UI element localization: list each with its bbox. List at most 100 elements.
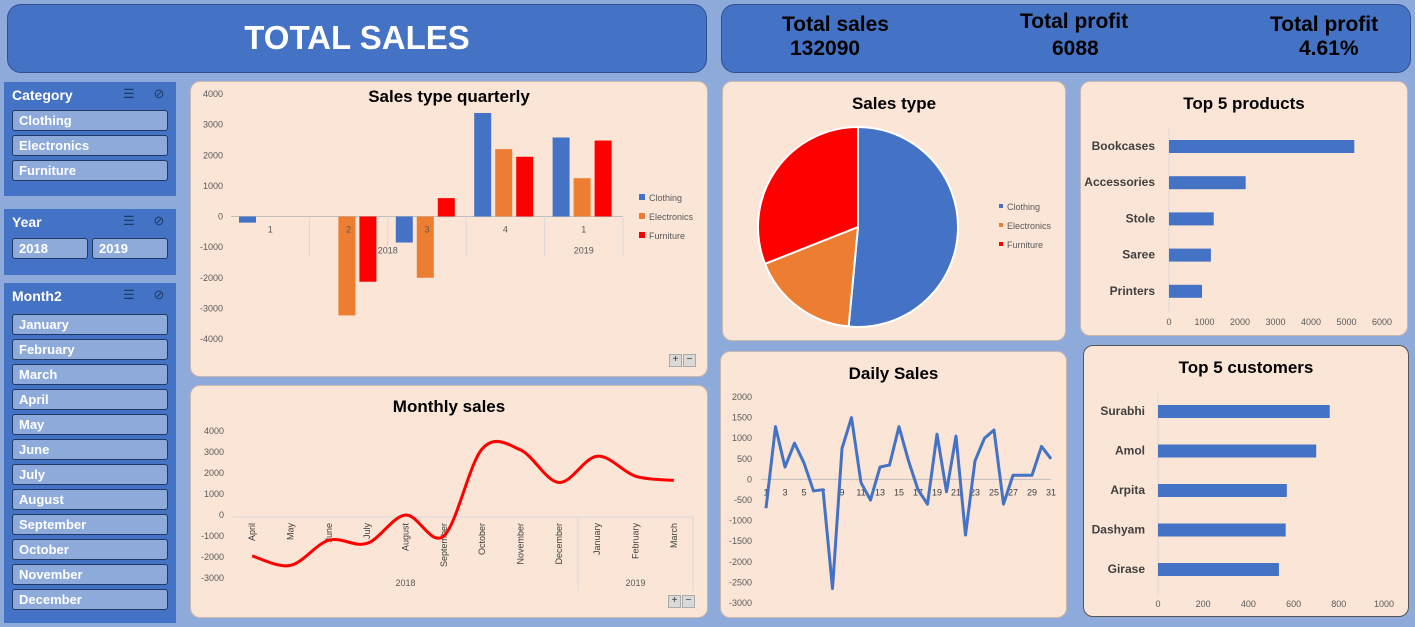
category-item-furniture[interactable]: Furniture bbox=[12, 160, 168, 181]
x-tick-label: 25 bbox=[989, 487, 999, 497]
month-item-march[interactable]: March bbox=[12, 364, 168, 385]
clear-filter-icon[interactable]: ⊘ bbox=[153, 213, 165, 228]
top5-products-panel: Top 5 products Bookcases Accessories Stole… bbox=[1080, 81, 1408, 336]
top5-products-title: Top 5 products bbox=[1183, 94, 1305, 113]
month-item-november[interactable]: November bbox=[12, 564, 168, 585]
bar-bookcases bbox=[1169, 140, 1355, 153]
bar-clothing bbox=[395, 216, 413, 243]
x-tick-label: 1 bbox=[581, 225, 586, 235]
category-label: Arpita bbox=[1110, 483, 1145, 497]
x-tick-label: 19 bbox=[932, 487, 942, 497]
clear-filter-icon[interactable]: ⊘ bbox=[153, 86, 165, 101]
legend-swatch bbox=[639, 232, 645, 238]
x-tick-label: September bbox=[439, 523, 449, 567]
legend-swatch bbox=[999, 223, 1003, 227]
month-slicer: Month2 ☰ ⊘ January February March April May J… bbox=[4, 283, 176, 623]
x-tick-label: 11 bbox=[856, 487, 865, 497]
y-tick-label: 500 bbox=[737, 454, 752, 464]
category-item-clothing[interactable]: Clothing bbox=[12, 110, 168, 131]
bar-electronics bbox=[416, 216, 434, 278]
y-tick-label: -2000 bbox=[201, 552, 224, 562]
x-tick-label: 2000 bbox=[1230, 317, 1250, 327]
x-tick-label: 5000 bbox=[1336, 317, 1356, 327]
collapse-button[interactable]: − bbox=[683, 354, 696, 367]
expand-button[interactable]: + bbox=[668, 595, 681, 608]
top5-customers-chart: Surabhi Amol Arpita Dashyam Girase 0 200 400 600… bbox=[1092, 393, 1394, 609]
y-tick-label: -1000 bbox=[729, 516, 752, 526]
legend-swatch bbox=[639, 213, 645, 219]
bar-arpita bbox=[1158, 484, 1287, 497]
y-tick-label: 3000 bbox=[203, 120, 223, 130]
month-item-february[interactable]: February bbox=[12, 339, 168, 360]
month-item-september[interactable]: September bbox=[12, 514, 168, 535]
month-item-october[interactable]: October bbox=[12, 539, 168, 560]
sales-type-title: Sales type bbox=[851, 94, 937, 113]
year-slicer-title: Year bbox=[12, 214, 42, 230]
month-item-december[interactable]: December bbox=[12, 589, 168, 610]
month-item-august[interactable]: August bbox=[12, 489, 168, 510]
category-item-electronics[interactable]: Electronics bbox=[12, 135, 168, 156]
bar-girase bbox=[1158, 563, 1279, 576]
x-tick-label: October bbox=[477, 523, 487, 555]
category-label: Girase bbox=[1108, 562, 1146, 576]
x-tick-label: 0 bbox=[1166, 317, 1171, 327]
daily-sales-chart: 2000 1500 1000 500 0 -500 -1000 -1500 -2000 -2500… bbox=[729, 392, 1056, 608]
bar-electronics bbox=[573, 178, 591, 217]
bar-furniture bbox=[516, 156, 534, 217]
legend-label: Furniture bbox=[649, 231, 685, 241]
year-item-2018[interactable]: 2018 bbox=[12, 238, 88, 259]
month-item-may[interactable]: May bbox=[12, 414, 168, 435]
x-tick-label: 27 bbox=[1008, 487, 1018, 497]
legend-label: Clothing bbox=[649, 193, 682, 203]
category-label: Accessories bbox=[1084, 175, 1155, 189]
legend-label: Furniture bbox=[1007, 240, 1043, 250]
x-tick-label: 4000 bbox=[1301, 317, 1321, 327]
collapse-button[interactable]: − bbox=[682, 595, 695, 608]
month-item-june[interactable]: June bbox=[12, 439, 168, 460]
y-tick-label: -2000 bbox=[200, 273, 223, 283]
y-tick-label: 2000 bbox=[204, 468, 224, 478]
y-tick-label: -1000 bbox=[200, 242, 223, 252]
legend-label: Electronics bbox=[649, 212, 694, 222]
x-tick-label: 1000 bbox=[1194, 317, 1214, 327]
month-item-april[interactable]: April bbox=[12, 389, 168, 410]
y-tick-label: -3000 bbox=[201, 573, 224, 583]
pie-slice-furniture bbox=[757, 125, 859, 266]
sales-type-panel: Sales type Clothing Electronics Furniture bbox=[722, 81, 1066, 341]
x-tick-label: January bbox=[592, 523, 602, 556]
kpi-total-sales-label: Total sales bbox=[782, 13, 889, 36]
y-tick-label: -2000 bbox=[729, 557, 752, 567]
bar-clothing bbox=[474, 112, 492, 217]
group-label: 2018 bbox=[378, 246, 398, 256]
y-tick-label: -2500 bbox=[729, 577, 752, 587]
y-tick-label: 0 bbox=[218, 212, 223, 222]
y-tick-label: 1500 bbox=[732, 413, 752, 423]
category-label: Printers bbox=[1110, 284, 1156, 298]
multi-select-icon[interactable]: ☰ bbox=[123, 86, 135, 101]
y-tick-label: 2000 bbox=[203, 150, 223, 160]
y-tick-label: -3000 bbox=[729, 598, 752, 608]
monthly-sales-line bbox=[251, 439, 674, 568]
x-tick-label: 6000 bbox=[1372, 317, 1392, 327]
monthly-chart-title: Monthly sales bbox=[392, 397, 506, 416]
multi-select-icon[interactable]: ☰ bbox=[123, 287, 135, 302]
x-tick-label: 3 bbox=[424, 225, 429, 235]
page-title: TOTAL SALES bbox=[244, 19, 470, 56]
month-item-january[interactable]: January bbox=[12, 314, 168, 335]
category-label: Saree bbox=[1122, 248, 1155, 262]
y-tick-label: 2000 bbox=[732, 392, 752, 402]
multi-select-icon[interactable]: ☰ bbox=[123, 213, 135, 228]
quarterly-chart: 4000 3000 2000 1000 0 -1000 -2000 -3000 -4000 1 2 3… bbox=[200, 89, 694, 344]
y-tick-label: 0 bbox=[219, 510, 224, 520]
sales-type-chart: Clothing Electronics Furniture bbox=[757, 125, 1052, 328]
month-item-july[interactable]: July bbox=[12, 464, 168, 485]
bar-furniture bbox=[359, 216, 377, 282]
monthly-chart: 4000 3000 2000 1000 0 -1000 -2000 -3000 April May… bbox=[201, 426, 694, 591]
expand-button[interactable]: + bbox=[669, 354, 682, 367]
year-slicer: Year ☰ ⊘ 2018 2019 bbox=[4, 209, 176, 275]
bar-amol bbox=[1158, 444, 1317, 458]
year-item-2019[interactable]: 2019 bbox=[92, 238, 168, 259]
pie-slice-clothing bbox=[847, 125, 959, 328]
y-tick-label: 3000 bbox=[204, 447, 224, 457]
clear-filter-icon[interactable]: ⊘ bbox=[153, 287, 165, 302]
